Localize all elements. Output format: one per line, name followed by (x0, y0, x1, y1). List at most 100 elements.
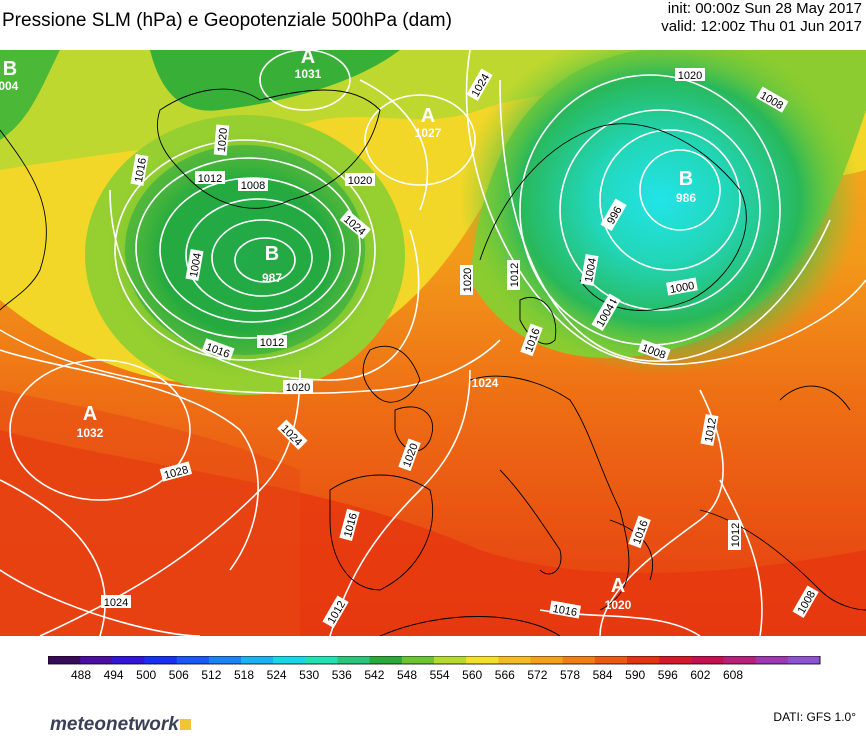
colorbar-swatch (755, 656, 789, 664)
isobar-label-box (213, 124, 230, 156)
weather-map: 1024 1016 1020 1012 1008 1004 1020 1024 1016 1012… (0, 50, 866, 636)
colorbar-tick-label: 524 (267, 668, 287, 682)
colorbar-tick-label: 566 (495, 668, 515, 682)
isobar-label-text: 1004 (583, 257, 599, 283)
colorbar-tick-label: 596 (658, 668, 678, 682)
colorbar-swatch (787, 656, 821, 664)
colorbar-swatch (176, 656, 210, 664)
isobar-label-text: 1012 (703, 417, 719, 443)
logo-square-icon (179, 719, 191, 730)
isobar-label-box (339, 209, 371, 240)
colorbar-tick-label: 512 (201, 668, 221, 682)
pressure-center-value: 987 (262, 271, 282, 285)
pressure-center-value: 1027 (415, 126, 442, 140)
isobar-label-box (792, 585, 819, 618)
isobar-label-text: 1020 (286, 382, 310, 394)
colorbar-swatch (208, 656, 242, 664)
colorbar-tick-label: 536 (332, 668, 352, 682)
isobar-label-box (283, 380, 313, 393)
isobar-label-text: 1012 (509, 263, 521, 287)
isobar-label-text: 1016 (552, 603, 578, 619)
pressure-center-value: 1004 (0, 79, 19, 93)
isobar-label: 1012 (507, 260, 521, 290)
colorbar-swatch (48, 656, 81, 664)
colorbar-tick-label: 578 (560, 668, 580, 682)
isobar-label-box (345, 173, 375, 186)
colorbar-tick-label: 530 (299, 668, 319, 682)
low-pressure-letter: B (265, 243, 279, 265)
isobar-label-text: 1020 (348, 175, 372, 187)
isobar-label-text: 1024 (104, 597, 128, 609)
high-pressure-letter: A (421, 105, 435, 127)
colorbar-swatch (627, 656, 660, 664)
isobar-label: 1020 (460, 265, 474, 295)
isobar-label-text: 1020 (678, 70, 702, 82)
colorbar-swatch (80, 656, 113, 664)
isobar-label-box (238, 178, 268, 191)
isobar-label: 1012 (700, 414, 719, 446)
colorbar-tick-label: 542 (364, 668, 384, 682)
isobar-label-box (195, 171, 225, 184)
colorbar-swatch (691, 656, 724, 664)
isobar-label: 1020 (675, 68, 705, 82)
colorbar-swatch (562, 656, 596, 664)
colorbar-swatch (659, 656, 692, 664)
coastlines (0, 88, 866, 636)
colorbar-swatch (144, 656, 178, 664)
colorbar-swatch (434, 656, 467, 664)
isobar-label-box (675, 68, 705, 81)
isobar-label-text: 1012 (198, 173, 222, 185)
isobar-label-box (600, 198, 627, 231)
colorbar-tick-label: 494 (104, 668, 124, 682)
run-info: init: 00:00z Sun 28 May 2017 valid: 12:0… (661, 0, 862, 36)
colorbar-swatch (466, 656, 499, 664)
isobar-label-box (277, 419, 308, 450)
colorbar-swatch (112, 656, 145, 664)
pressure-center-value: 1024 (472, 376, 499, 390)
isobar-label-box (507, 260, 520, 290)
colorbar-swatch (401, 656, 435, 664)
isobar-label: 1004 (580, 254, 599, 286)
colorbar-swatch (498, 656, 531, 664)
isobar-label-box (580, 254, 599, 286)
colorbar-tick-label: 506 (169, 668, 189, 682)
isobar-label-box (339, 508, 360, 542)
isobar-label-text: 1016 (133, 157, 149, 183)
isobar-label-box (460, 265, 473, 295)
colorbar-frame (48, 656, 821, 665)
isobar-label: 1016 (549, 600, 581, 619)
isobar-label-box (159, 461, 193, 482)
low-pressure-letter: B (679, 168, 693, 190)
isobar-label: 1020 (213, 124, 230, 156)
isobar-label-box (549, 600, 581, 619)
colorbar-swatch (530, 656, 564, 664)
colorbar-swatch (273, 656, 306, 664)
isobar-label: 1008 (238, 178, 268, 192)
isobar-label-box (628, 515, 651, 549)
isobar-label: 1012 (257, 335, 287, 349)
isobar-label-text: 1008 (241, 180, 265, 192)
pressure-center-value: 1032 (77, 426, 104, 440)
isobar-label: 1020 (345, 173, 375, 187)
colorbar: 488 494 500 506 512 518 524 530 536 542 548 554 560 5… (48, 656, 821, 682)
isobar-label-box (520, 323, 543, 357)
isobar-label-box (185, 249, 204, 281)
isobar-label-box (322, 595, 349, 628)
isobar-label-group: 1024 1016 1020 1012 1008 1004 1020 1024 1016 1012… (101, 68, 819, 628)
isobar-label: 1012 (728, 520, 742, 550)
isobar-label-box (591, 298, 618, 331)
high-pressure-letter: A (83, 403, 97, 425)
colorbar-swatch (594, 656, 628, 664)
data-source: DATI: GFS 1.0° (773, 710, 856, 724)
pressure-center-value: 1020 (605, 598, 632, 612)
isobar-label-text: 1012 (260, 337, 284, 349)
isobar-label: 1004 (185, 249, 204, 281)
pressure-center-value: 1031 (295, 67, 322, 81)
colorbar-swatch (337, 656, 371, 664)
isobar-label-box (398, 438, 421, 472)
isobar-label-box (257, 335, 287, 348)
isobar-label-text: 1012 (730, 523, 742, 547)
high-pressure-letter: A (611, 575, 625, 597)
isobar-label-box (201, 338, 235, 361)
isobar-label-text: 1000 (669, 280, 695, 296)
